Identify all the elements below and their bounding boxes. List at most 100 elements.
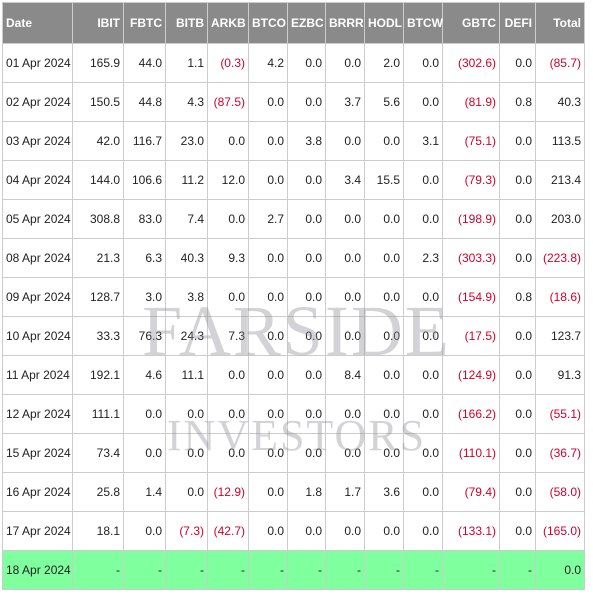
value-cell: 1.8	[287, 472, 326, 512]
value-cell: 0.0	[248, 160, 288, 200]
value-cell: 0.0	[248, 472, 288, 512]
date-cell: 02 Apr 2024	[2, 82, 73, 122]
value-cell: 9.3	[207, 238, 249, 278]
value-cell: 106.6	[123, 160, 166, 200]
value-cell: 4.3	[165, 82, 208, 122]
value-cell: 0.0	[287, 511, 326, 551]
value-cell: 0.0	[287, 199, 326, 239]
value-cell: 73.4	[72, 433, 124, 473]
value-cell: 0.8	[499, 82, 536, 122]
value-cell: 7.3	[207, 316, 249, 356]
value-cell: 44.8	[123, 82, 166, 122]
value-cell: -	[207, 550, 249, 590]
value-cell: 4.6	[123, 355, 166, 395]
table-row: 16 Apr 2024 25.8 1.4 0.0 (12.9) 0.0 1.8 1.7 3.6 0…	[2, 472, 585, 512]
value-cell: (85.7)	[535, 43, 585, 83]
table-row: 05 Apr 2024 308.8 83.0 7.4 0.0 2.7 0.0 0.0 0.0 0.…	[2, 199, 585, 239]
value-cell: 2.0	[364, 43, 404, 83]
value-cell: 0.0	[123, 394, 166, 434]
value-cell: (17.5)	[442, 316, 500, 356]
value-cell: 0.0	[325, 316, 365, 356]
value-cell: (198.9)	[442, 199, 500, 239]
column-header: GBTC	[442, 2, 500, 44]
date-cell: 16 Apr 2024	[2, 472, 73, 512]
value-cell: 111.1	[72, 394, 124, 434]
value-cell: 0.0	[287, 277, 326, 317]
date-cell: 10 Apr 2024	[2, 316, 73, 356]
value-cell: 4.2	[248, 43, 288, 83]
value-cell: (75.1)	[442, 121, 500, 161]
value-cell: 0.0	[499, 433, 536, 473]
value-cell: 0.0	[248, 355, 288, 395]
value-cell: (0.3)	[207, 43, 249, 83]
table-row: 01 Apr 2024 165.9 44.0 1.1 (0.3) 4.2 0.0 0.0 2.0…	[2, 43, 585, 83]
value-cell: 0.0	[403, 433, 443, 473]
value-cell: 0.0	[364, 394, 404, 434]
value-cell: -	[364, 550, 404, 590]
value-cell: (110.1)	[442, 433, 500, 473]
value-cell: (165.0)	[535, 511, 585, 551]
value-cell: 8.4	[325, 355, 365, 395]
value-cell: 0.0	[499, 355, 536, 395]
date-cell: 09 Apr 2024	[2, 277, 73, 317]
value-cell: 0.0	[287, 238, 326, 278]
value-cell: (133.1)	[442, 511, 500, 551]
value-cell: 0.0	[499, 121, 536, 161]
value-cell: 18.1	[72, 511, 124, 551]
value-cell: 0.0	[403, 277, 443, 317]
value-cell: 0.0	[207, 277, 249, 317]
value-cell: 23.0	[165, 121, 208, 161]
value-cell: (79.3)	[442, 160, 500, 200]
value-cell: 3.1	[403, 121, 443, 161]
value-cell: (303.3)	[442, 238, 500, 278]
value-cell: 0.0	[364, 277, 404, 317]
value-cell: 0.0	[364, 238, 404, 278]
value-cell: 128.7	[72, 277, 124, 317]
value-cell: 2.3	[403, 238, 443, 278]
value-cell: 76.3	[123, 316, 166, 356]
column-header: Date	[2, 2, 73, 44]
value-cell: 0.8	[499, 277, 536, 317]
table-row: 10 Apr 2024 33.3 76.3 24.3 7.3 0.0 0.0 0.0 0.0 0.…	[2, 316, 585, 356]
value-cell: 0.0	[403, 199, 443, 239]
value-cell: 0.0	[403, 355, 443, 395]
table-row: 17 Apr 2024 18.1 0.0 (7.3) (42.7) 0.0 0.0 0.0 0.…	[2, 511, 585, 551]
value-cell: (42.7)	[207, 511, 249, 551]
date-cell: 18 Apr 2024	[2, 550, 73, 590]
value-cell: 0.0	[325, 199, 365, 239]
column-header: BRRR	[325, 2, 365, 44]
value-cell: 0.0	[403, 160, 443, 200]
value-cell: 42.0	[72, 121, 124, 161]
value-cell: 116.7	[123, 121, 166, 161]
value-cell: 91.3	[535, 355, 585, 395]
value-cell: 0.0	[287, 316, 326, 356]
value-cell: 1.7	[325, 472, 365, 512]
value-cell: 3.6	[364, 472, 404, 512]
column-header: ARKB	[207, 2, 249, 44]
value-cell: 192.1	[72, 355, 124, 395]
value-cell: 83.0	[123, 199, 166, 239]
value-cell: 0.0	[364, 433, 404, 473]
value-cell: 213.4	[535, 160, 585, 200]
column-header: DEFI	[499, 2, 536, 44]
value-cell: 0.0	[499, 472, 536, 512]
value-cell: (7.3)	[165, 511, 208, 551]
date-cell: 01 Apr 2024	[2, 43, 73, 83]
value-cell: 0.0	[207, 433, 249, 473]
value-cell: 0.0	[248, 433, 288, 473]
value-cell: (223.8)	[535, 238, 585, 278]
table-row: 03 Apr 2024 42.0 116.7 23.0 0.0 0.0 3.8 0.0 0.0 3…	[2, 121, 585, 161]
value-cell: (124.9)	[442, 355, 500, 395]
value-cell: 0.0	[207, 394, 249, 434]
table-row: 02 Apr 2024 150.5 44.8 4.3 (87.5) 0.0 0.0 3.7 5.…	[2, 82, 585, 122]
column-header: EZBC	[287, 2, 326, 44]
value-cell: -	[165, 550, 208, 590]
value-cell: 0.0	[325, 121, 365, 161]
value-cell: 0.0	[248, 121, 288, 161]
value-cell: 0.0	[287, 355, 326, 395]
value-cell: 0.0	[207, 355, 249, 395]
value-cell: 0.0	[165, 394, 208, 434]
value-cell: 0.0	[403, 316, 443, 356]
value-cell: 6.3	[123, 238, 166, 278]
column-header: FBTC	[123, 2, 166, 44]
